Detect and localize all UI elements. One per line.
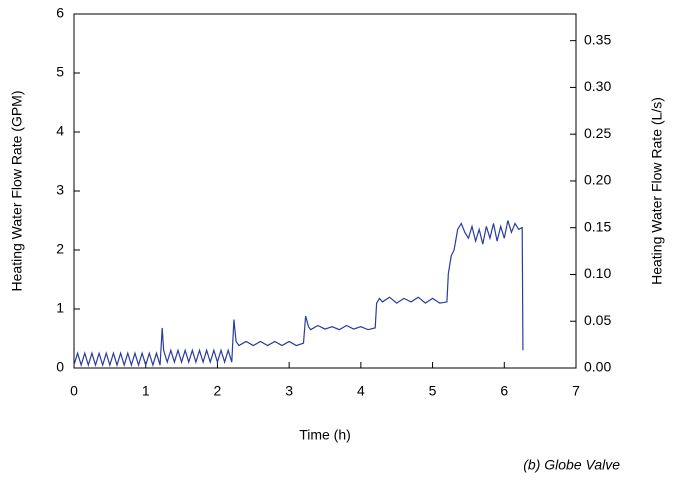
y2-tick-label: 0.35 bbox=[584, 31, 611, 47]
data-line bbox=[73, 220, 524, 368]
x-tick-label: 4 bbox=[357, 383, 365, 399]
y-tick-label: 0 bbox=[56, 359, 64, 375]
x-tick-label: 7 bbox=[572, 383, 580, 399]
y2-tick-label: 0.20 bbox=[584, 172, 611, 188]
caption: (b) Globe Valve bbox=[523, 457, 620, 473]
y-tick-label: 1 bbox=[56, 300, 64, 316]
y2-tick-label: 0.15 bbox=[584, 218, 611, 234]
y-tick-label: 5 bbox=[56, 64, 64, 80]
y-tick-label: 4 bbox=[56, 123, 64, 139]
y2-axis-label: Heating Water Flow Rate (L/s) bbox=[649, 97, 665, 285]
x-axis-label: Time (h) bbox=[299, 427, 351, 443]
y2-tick-label: 0.25 bbox=[584, 125, 611, 141]
x-tick-label: 6 bbox=[500, 383, 508, 399]
plot-frame bbox=[73, 13, 577, 369]
x-tick-label: 5 bbox=[429, 383, 437, 399]
y2-tick-label: 0.00 bbox=[584, 359, 611, 375]
y-axis-label: Heating Water Flow Rate (GPM) bbox=[9, 91, 25, 292]
x-tick-label: 1 bbox=[142, 383, 150, 399]
y2-tick-label: 0.05 bbox=[584, 312, 611, 328]
x-tick-label: 2 bbox=[214, 383, 222, 399]
x-tick-label: 3 bbox=[285, 383, 293, 399]
y-tick-label: 2 bbox=[56, 241, 64, 257]
y2-tick-label: 0.30 bbox=[584, 78, 611, 94]
y2-tick-label: 0.10 bbox=[584, 265, 611, 281]
y-tick-label: 6 bbox=[56, 5, 64, 21]
y-tick-label: 3 bbox=[56, 182, 64, 198]
x-tick-label: 0 bbox=[70, 383, 78, 399]
